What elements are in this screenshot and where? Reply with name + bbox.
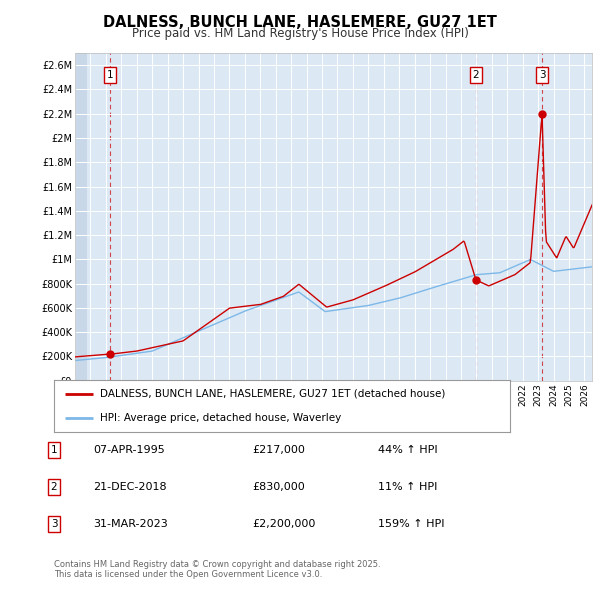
Text: 159% ↑ HPI: 159% ↑ HPI (378, 519, 445, 529)
Text: DALNESS, BUNCH LANE, HASLEMERE, GU27 1ET (detached house): DALNESS, BUNCH LANE, HASLEMERE, GU27 1ET… (100, 389, 445, 398)
Text: 1: 1 (107, 70, 113, 80)
Text: 11% ↑ HPI: 11% ↑ HPI (378, 482, 437, 492)
Text: 3: 3 (539, 70, 545, 80)
Text: 2: 2 (50, 482, 58, 492)
Text: DALNESS, BUNCH LANE, HASLEMERE, GU27 1ET: DALNESS, BUNCH LANE, HASLEMERE, GU27 1ET (103, 15, 497, 30)
Text: £830,000: £830,000 (252, 482, 305, 492)
Text: Price paid vs. HM Land Registry's House Price Index (HPI): Price paid vs. HM Land Registry's House … (131, 27, 469, 40)
Text: 1: 1 (50, 445, 58, 455)
Text: £217,000: £217,000 (252, 445, 305, 455)
Text: 21-DEC-2018: 21-DEC-2018 (93, 482, 167, 492)
Bar (75, 53, 88, 381)
Text: 07-APR-1995: 07-APR-1995 (93, 445, 165, 455)
Text: Contains HM Land Registry data © Crown copyright and database right 2025.
This d: Contains HM Land Registry data © Crown c… (54, 560, 380, 579)
Text: 3: 3 (50, 519, 58, 529)
Text: 31-MAR-2023: 31-MAR-2023 (93, 519, 168, 529)
Text: 44% ↑ HPI: 44% ↑ HPI (378, 445, 437, 455)
Text: £2,200,000: £2,200,000 (252, 519, 316, 529)
Text: 2: 2 (473, 70, 479, 80)
Text: HPI: Average price, detached house, Waverley: HPI: Average price, detached house, Wave… (100, 414, 341, 424)
